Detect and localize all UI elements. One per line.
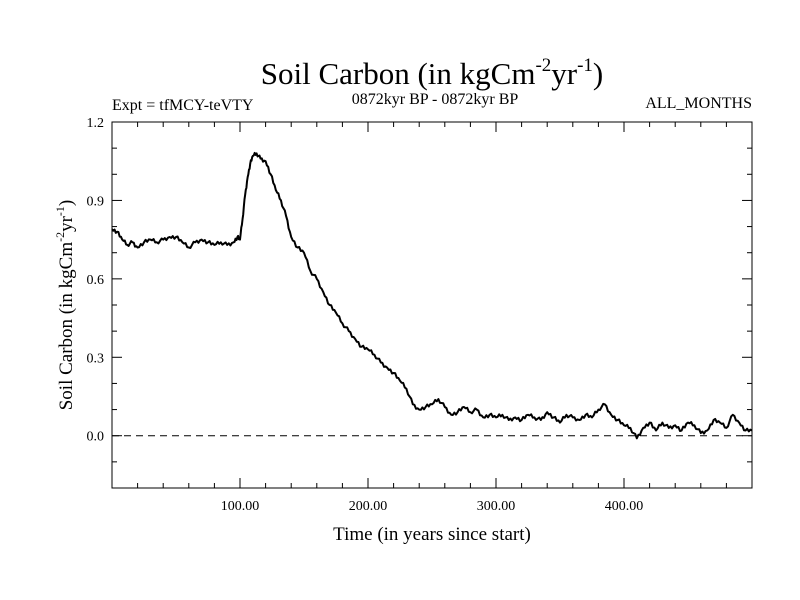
soil-carbon-series-line [111,151,753,440]
x-tick-label: 100.00 [221,499,260,514]
y-tick-label: 0.9 [87,194,105,209]
subtitle-period: 0872kyr BP - 0872kyr BP [352,91,519,108]
y-tick-label: 1.2 [87,116,105,131]
x-axis: 100.00 200.00 300.00 400.00 [137,122,727,514]
y-axis: 0.0 0.3 0.6 0.9 1.2 [87,116,752,463]
x-axis-label: Time (in years since start) [333,524,531,545]
x-tick-label: 400.00 [605,499,644,514]
subtitle-experiment: Expt = tfMCY-teVTY [112,97,254,114]
y-tick-label: 0.3 [87,351,105,366]
y-tick-label: 0.0 [87,430,105,445]
chart-title: Soil Carbon (in kgCm-2yr-1) [261,55,604,91]
x-tick-label: 300.00 [477,499,516,514]
subtitle-months: ALL_MONTHS [645,95,752,112]
x-tick-label: 200.00 [349,499,388,514]
y-axis-label: Soil Carbon (in kgCm-2yr-1) [53,200,77,411]
plot-area [111,121,753,489]
y-tick-label: 0.6 [87,273,105,288]
